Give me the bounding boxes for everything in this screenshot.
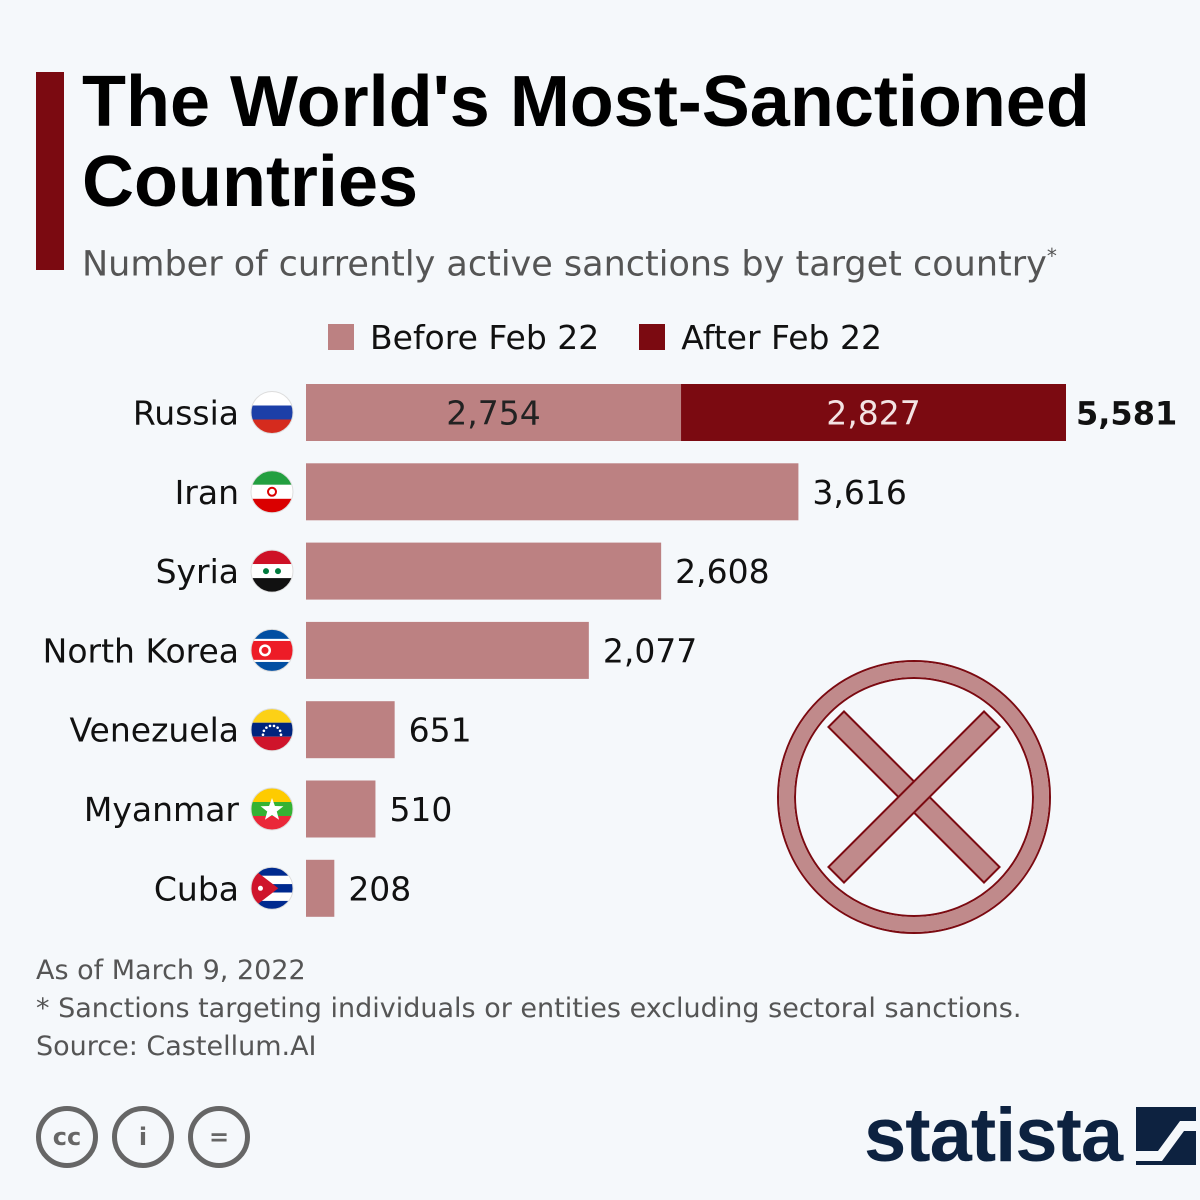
as-of-date: As of March 9, 2022: [36, 955, 306, 986]
category-label: North Korea: [43, 631, 239, 670]
chart-subtitle: Number of currently active sanctions by …: [82, 232, 1182, 289]
chart-legend: Before Feb 22 After Feb 22: [328, 314, 922, 360]
category-label: Syria: [156, 552, 239, 591]
syria-flag-icon: [251, 550, 293, 593]
bar-after: [681, 384, 1066, 441]
bar-before: [306, 859, 335, 917]
total-label: 208: [348, 869, 411, 908]
total-label: 3,616: [812, 473, 906, 512]
cuba-flag-icon: [251, 867, 293, 910]
attribution-icon[interactable]: i: [112, 1106, 174, 1168]
segment-label-after: 2,827: [826, 394, 920, 433]
category-label: Cuba: [154, 869, 239, 908]
total-label: 2,608: [675, 552, 769, 591]
chart-title: The World's Most-Sanctioned Countries: [82, 62, 1090, 222]
myanmar-flag-icon: [251, 788, 293, 830]
russia-flag-icon: [251, 391, 293, 434]
category-label: Iran: [175, 473, 239, 512]
title-accent-bar: [36, 72, 64, 270]
chart-notes: As of March 9, 2022 * Sanctions targetin…: [36, 952, 1156, 1066]
subtitle-text: Number of currently active sanctions by …: [82, 244, 1047, 285]
bar-before: [306, 621, 589, 679]
bar-before: [306, 542, 662, 600]
category-label: Venezuela: [70, 711, 239, 750]
venezuela-flag-icon: [251, 708, 293, 751]
legend-label-after: After Feb 22: [681, 317, 882, 357]
total-label: 510: [389, 790, 452, 829]
no-derivatives-icon[interactable]: =: [188, 1106, 250, 1168]
statista-logo[interactable]: statista: [864, 1093, 1197, 1178]
legend-item-before: Before Feb 22: [328, 318, 599, 357]
total-label: 2,077: [603, 631, 697, 670]
total-label: 5,581: [1076, 395, 1177, 433]
statista-mark-icon: [1136, 1107, 1197, 1165]
segment-label-before: 2,754: [446, 394, 540, 433]
category-label: Myanmar: [84, 790, 240, 829]
footnote: * Sanctions targeting individuals or ent…: [36, 993, 1022, 1024]
license-icons: cc i =: [36, 1106, 264, 1168]
legend-swatch-before: [328, 324, 354, 350]
statista-wordmark: statista: [864, 1093, 1123, 1178]
crossed-circle-icon: [777, 660, 1051, 934]
total-label: 651: [409, 711, 472, 750]
north-korea-flag-icon: [251, 629, 293, 672]
category-label: Russia: [133, 394, 239, 433]
legend-label-before: Before Feb 22: [370, 317, 600, 357]
source-note: Source: Castellum.AI: [36, 1031, 317, 1062]
iran-flag-icon: [251, 470, 293, 513]
bar-before: [306, 463, 799, 521]
bar-before: [306, 780, 376, 838]
subtitle-asterisk: *: [1046, 244, 1057, 268]
legend-swatch-after: [639, 324, 666, 350]
cc-icon[interactable]: cc: [36, 1106, 98, 1168]
legend-item-after: After Feb 22: [639, 318, 882, 357]
bar-before: [306, 701, 395, 759]
bar-before: [306, 384, 682, 441]
